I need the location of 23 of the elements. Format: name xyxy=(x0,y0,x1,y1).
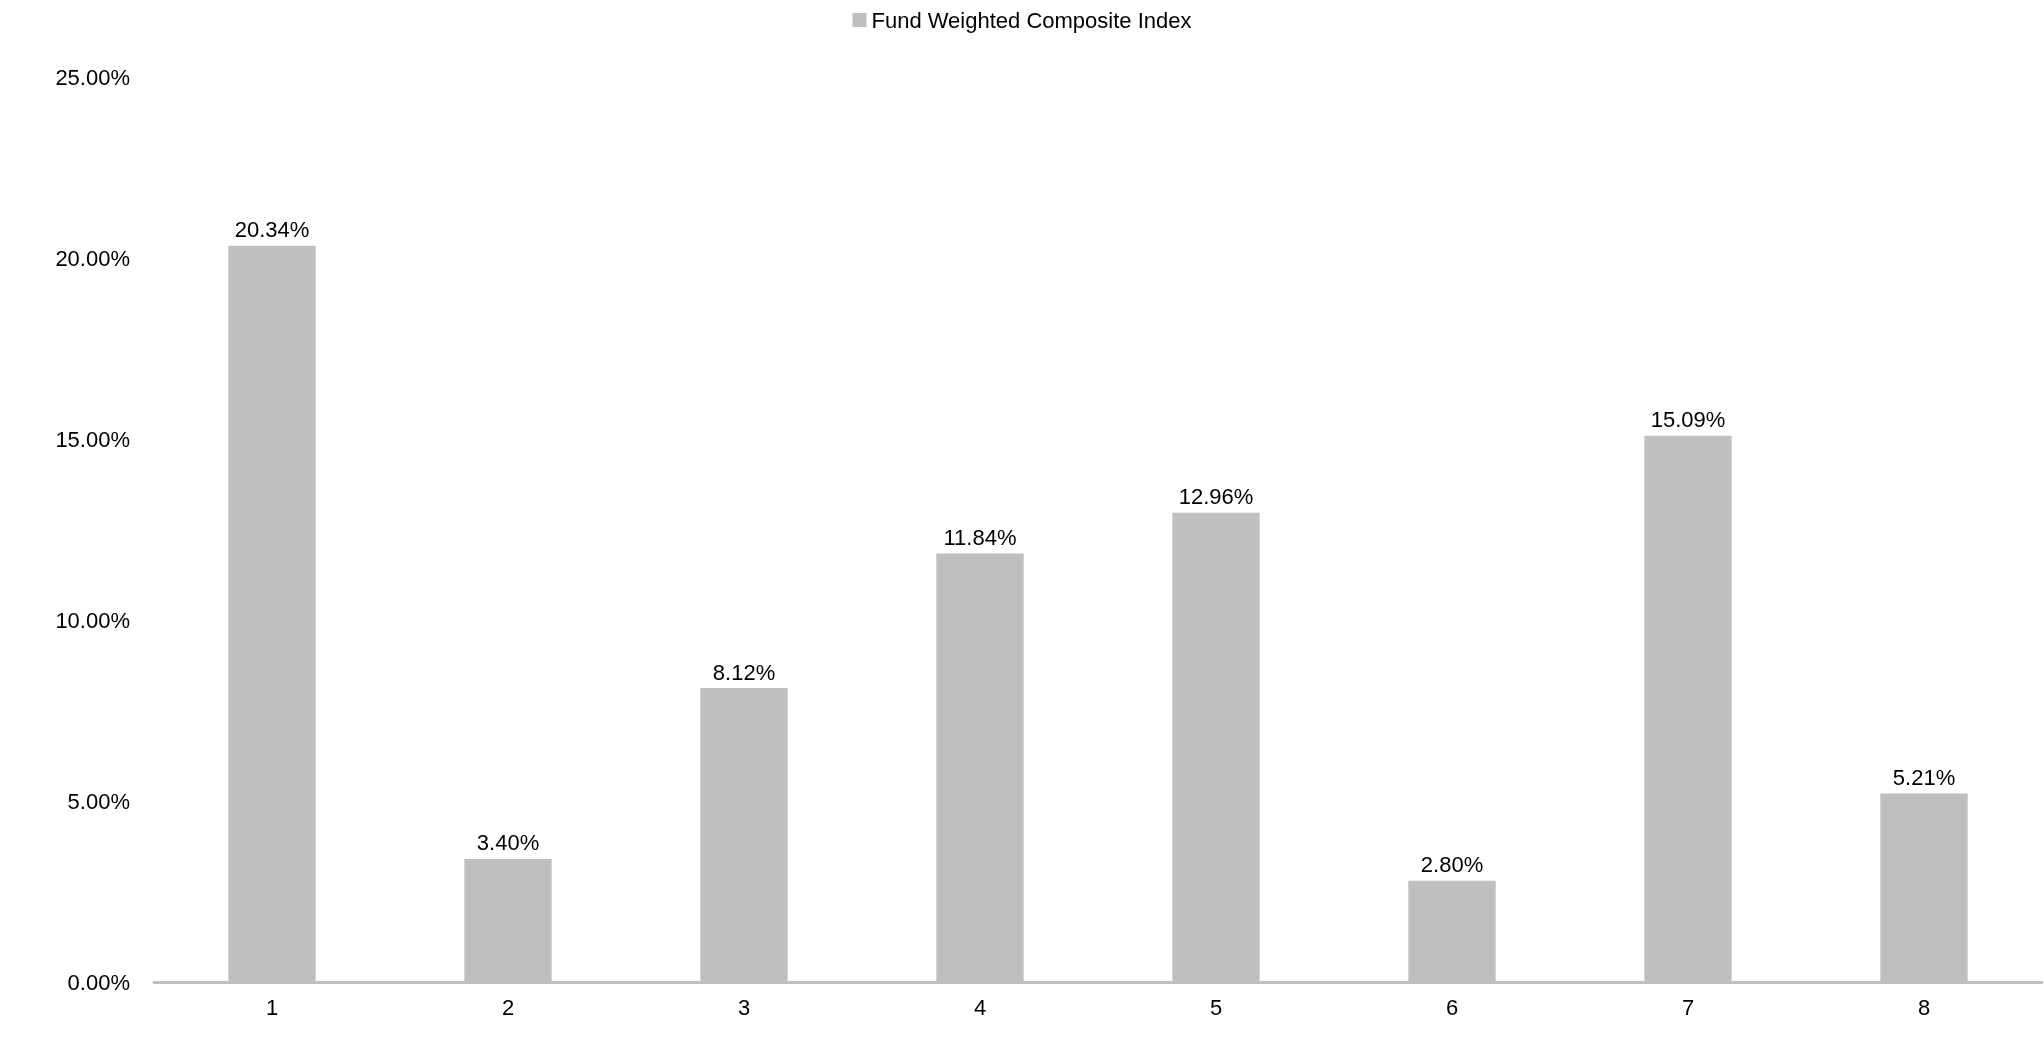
data-label: 8.12% xyxy=(712,659,776,685)
data-label: 12.96% xyxy=(1178,484,1254,510)
data-label: 15.09% xyxy=(1650,407,1726,433)
y-tick-label: 25.00% xyxy=(55,64,130,90)
data-label: 3.40% xyxy=(476,830,540,856)
y-tick-label: 5.00% xyxy=(67,788,130,814)
x-tick-label: 3 xyxy=(737,994,751,1020)
legend-label: Fund Weighted Composite Index xyxy=(871,7,1192,33)
data-label: 2.80% xyxy=(1420,852,1484,878)
data-label: 11.84% xyxy=(943,524,1017,550)
x-tick-label: 2 xyxy=(501,994,515,1020)
x-tick-label: 6 xyxy=(1445,994,1459,1020)
y-tick-label: 0.00% xyxy=(67,969,130,995)
data-label: 5.21% xyxy=(1892,764,1956,790)
y-tick-label: 20.00% xyxy=(55,245,130,271)
data-label: 20.34% xyxy=(234,217,310,243)
x-tick-label: 4 xyxy=(973,994,987,1020)
x-tick-label: 1 xyxy=(265,994,279,1020)
y-tick-label: 15.00% xyxy=(55,426,130,452)
y-tick-label: 10.00% xyxy=(55,607,130,633)
x-tick-label: 8 xyxy=(1917,994,1931,1020)
x-tick-label: 5 xyxy=(1209,994,1223,1020)
x-tick-label: 7 xyxy=(1681,994,1695,1020)
